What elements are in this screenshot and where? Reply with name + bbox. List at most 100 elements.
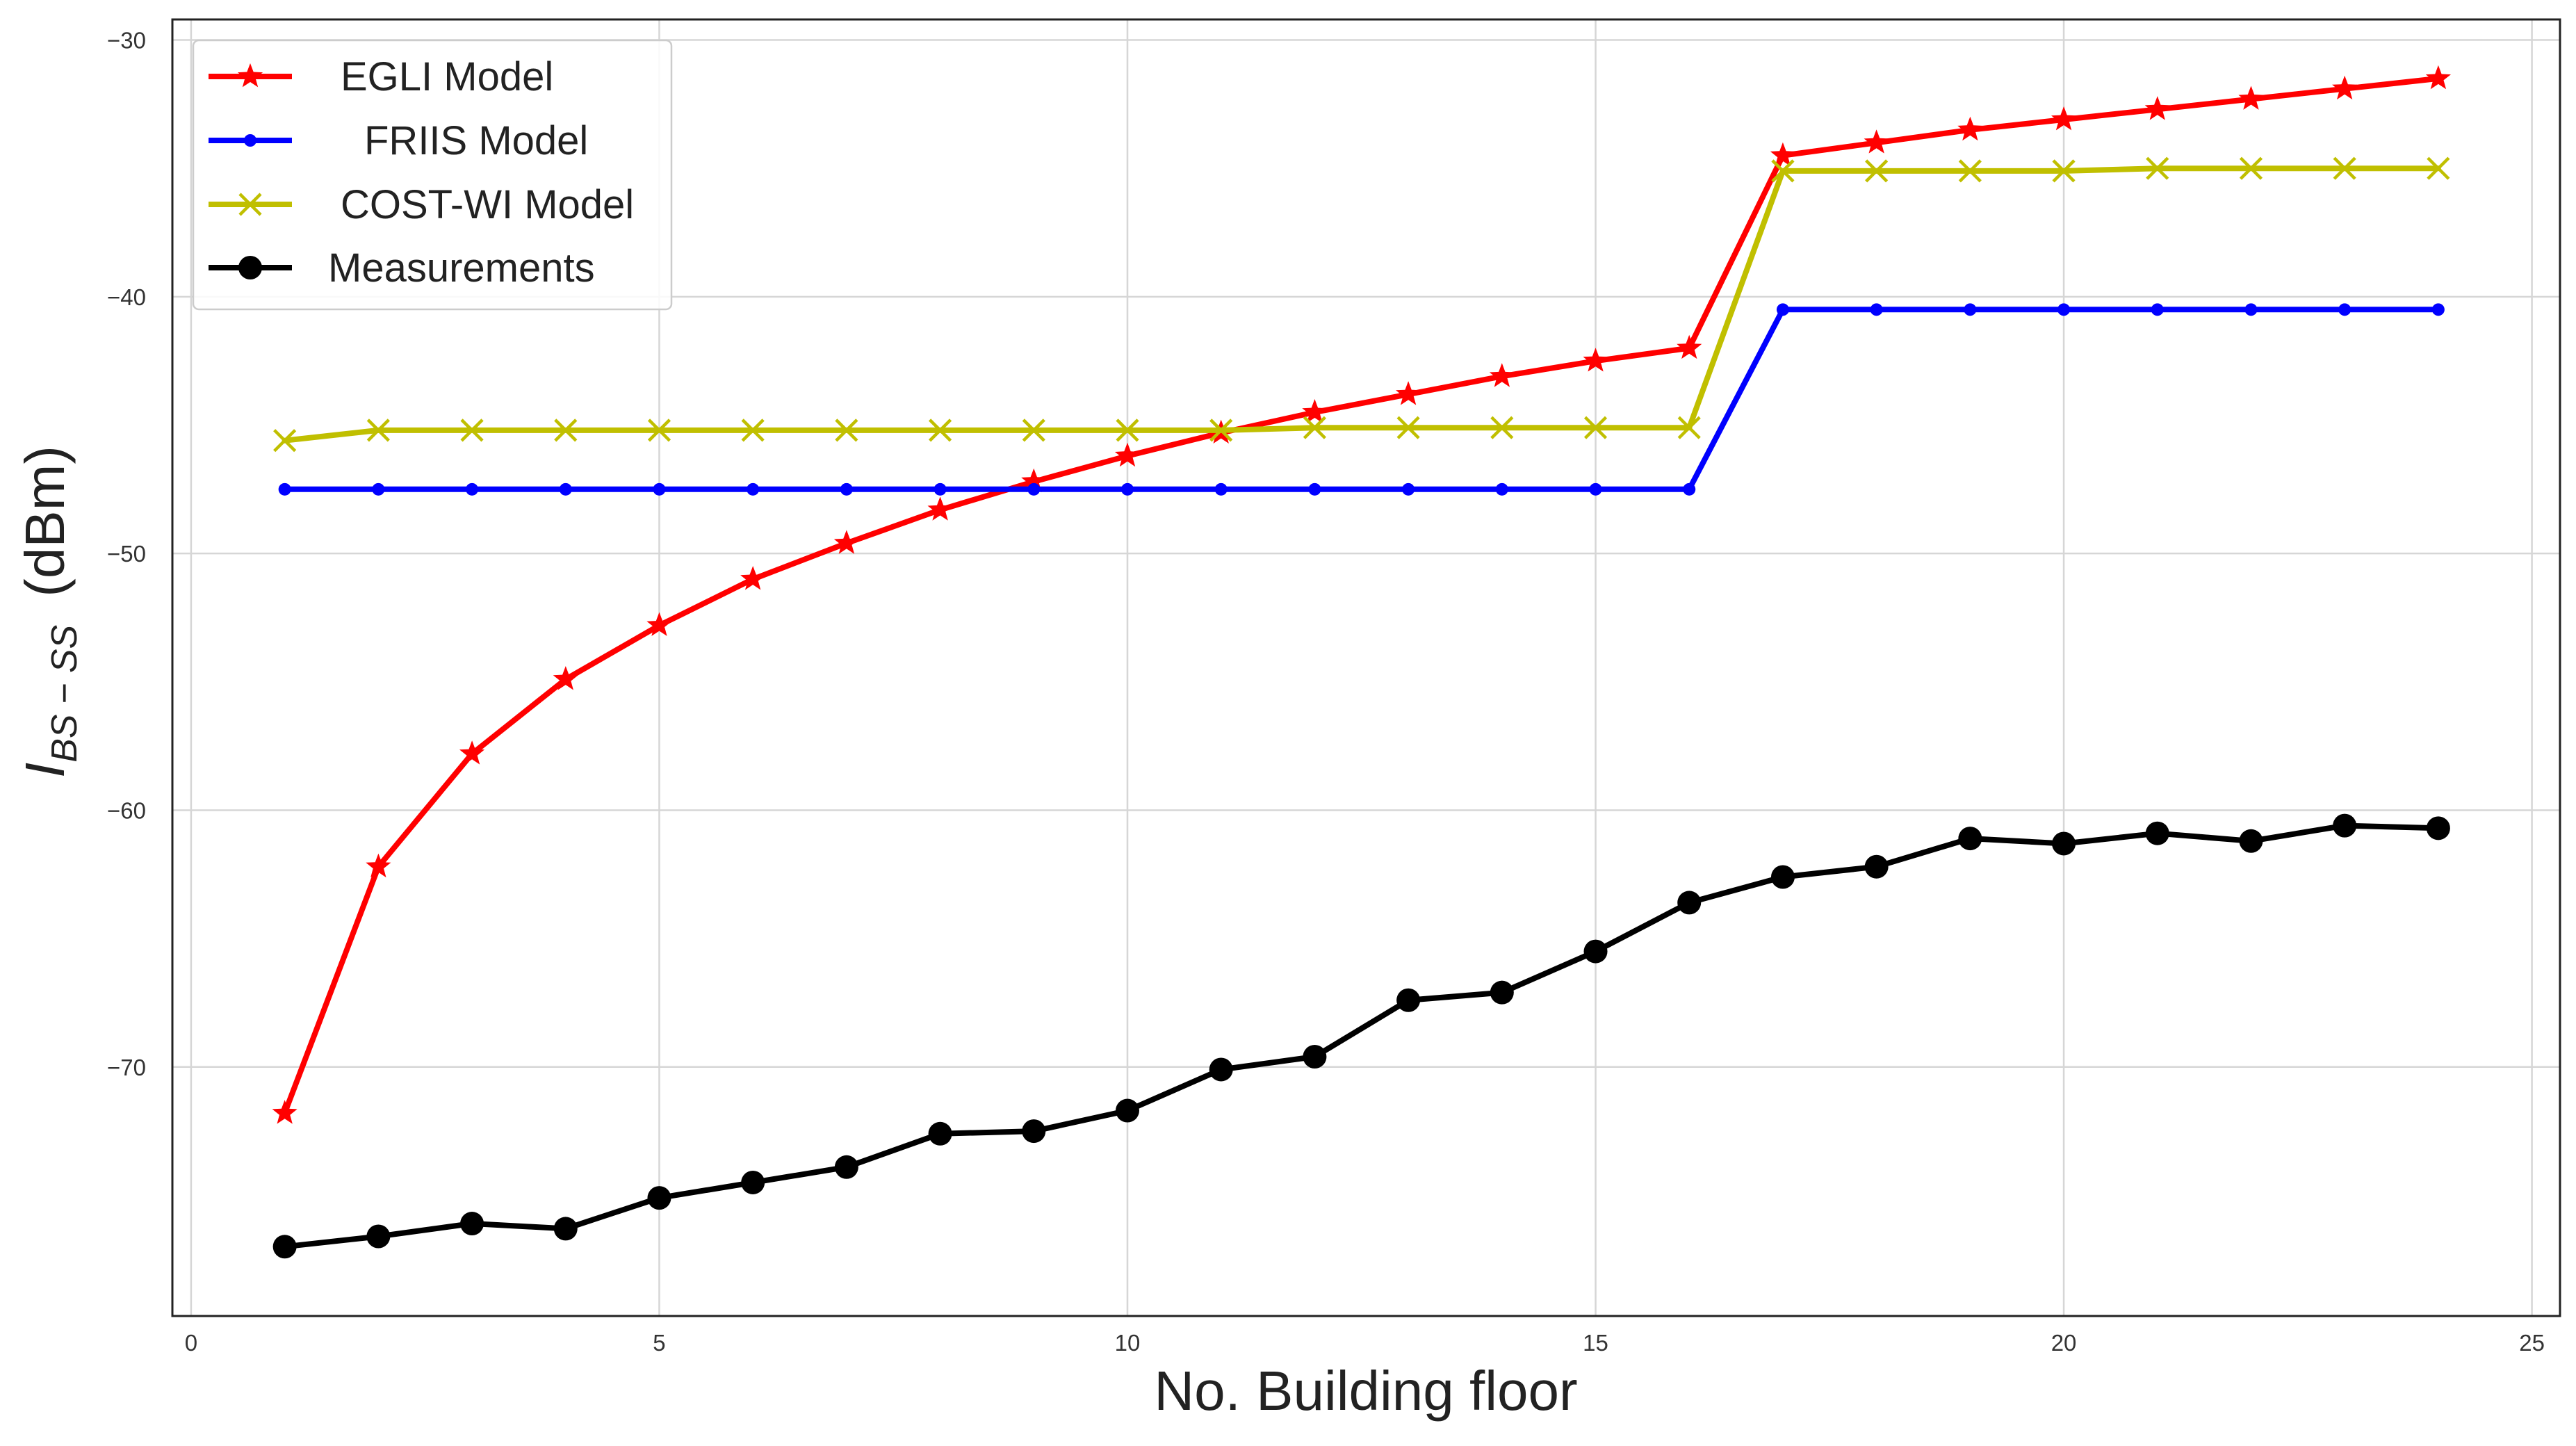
series-line-cost-wi-model [282,165,2441,444]
data-point-measurements [1958,827,1982,851]
data-point-friis-model [747,482,760,496]
data-point-cost-wi-model [741,419,765,442]
data-point-measurements [272,1235,297,1259]
data-point-cost-wi-model [2427,156,2450,180]
data-point-cost-wi-model [460,419,484,442]
legend-swatch-marker [244,134,256,147]
data-point-measurements [1677,891,1702,915]
data-point-egli-model [1677,334,1702,359]
series-layer [272,65,2451,1259]
data-point-cost-wi-model [2239,156,2263,180]
y-axis-title-main: I [14,763,76,778]
data-point-cost-wi-model [1958,159,1982,183]
data-point-cost-wi-model [1116,419,1139,442]
data-point-cost-wi-model [647,419,671,442]
data-point-friis-model [2244,303,2258,316]
x-tick-label: 20 [2051,1330,2077,1356]
data-point-egli-model [833,530,859,554]
data-point-friis-model [1964,303,1977,316]
data-point-friis-model [1214,482,1228,496]
data-point-measurements [1209,1057,1233,1082]
data-point-measurements [1864,854,1889,879]
legend-label: COST-WI Model [341,182,634,227]
y-axis-title-subscript: BS − SS [44,624,85,762]
data-point-friis-model [559,482,572,496]
grid [172,19,2560,1316]
x-tick-label: 10 [1115,1330,1141,1356]
data-point-measurements [366,1224,391,1249]
data-point-measurements [1116,1098,1139,1123]
data-point-egli-model [459,740,485,765]
data-point-measurements [647,1186,671,1210]
data-point-egli-model [2051,106,2077,131]
data-point-egli-model [740,566,766,590]
data-point-friis-model [1870,303,1883,316]
data-point-friis-model [1121,482,1134,496]
x-tick-label: 5 [653,1330,665,1356]
y-tick-label: −70 [107,1055,146,1080]
data-point-cost-wi-model [835,419,858,442]
x-tick-label: 25 [2519,1330,2545,1356]
data-point-egli-model [1302,399,1328,423]
series-line-egli-model [282,75,2441,1116]
series-line-friis-model [282,307,2441,492]
data-point-friis-model [278,482,291,496]
data-point-measurements [741,1170,765,1194]
series-egli-model [272,65,2451,1124]
x-axis-title: No. Building floor [1154,1360,1577,1422]
series-measurements [272,813,2450,1259]
data-point-measurements [928,1121,952,1146]
data-point-friis-model [372,482,385,496]
data-point-friis-model [2338,303,2351,316]
data-point-egli-model [1021,468,1047,493]
data-point-egli-model [2332,75,2358,100]
data-point-measurements [2333,813,2357,838]
plot-frame [171,18,2561,1317]
data-point-egli-model [553,666,578,690]
legend-label: Measurements [328,245,595,291]
data-point-measurements [2052,831,2076,856]
x-tick-label: 0 [185,1330,197,1356]
data-point-egli-model [646,612,672,636]
data-point-cost-wi-model [928,419,952,442]
legend: EGLI Model FRIIS Model COST-WI Model Measur… [192,39,673,311]
series-line-measurements [282,822,2441,1250]
data-point-egli-model [2238,86,2264,110]
tick-labels: 0 5 10 15 20 25 −70 −60 −50 −40 −30 [107,28,2545,1356]
data-point-friis-model [1589,482,1602,496]
y-tick-label: −50 [107,541,146,567]
data-point-friis-model [653,482,666,496]
data-point-measurements [553,1217,578,1241]
x-tick-label: 15 [1583,1330,1608,1356]
data-point-egli-model [272,1100,297,1124]
data-point-egli-model [1489,363,1515,387]
data-point-cost-wi-model [366,419,390,442]
series-friis-model [278,303,2445,496]
legend-items: EGLI Model FRIIS Model COST-WI Model Measur… [209,54,634,291]
data-point-cost-wi-model [554,419,578,442]
data-point-friis-model [2057,303,2071,316]
y-axis-title: IBS − SS (dBm) [14,446,85,778]
data-point-cost-wi-model [1303,416,1327,439]
data-point-friis-model [934,482,947,496]
data-point-measurements [2145,821,2169,845]
data-point-cost-wi-model [2052,159,2076,183]
data-point-friis-model [840,482,853,496]
data-point-egli-model [2425,65,2451,90]
y-tick-label: −40 [107,284,146,310]
legend-item-cost-wi-model: COST-WI Model [209,182,634,227]
series-cost-wi-model [273,156,2450,453]
data-point-egli-model [2144,96,2170,120]
data-point-measurements [1022,1119,1046,1144]
data-point-cost-wi-model [1865,159,1889,183]
data-point-cost-wi-model [1677,416,1701,439]
data-point-egli-model [927,496,953,521]
legend-item-friis-model: FRIIS Model [209,118,588,163]
y-axis-title-unit: (dBm) [14,446,76,597]
legend-label: EGLI Model [341,54,553,99]
data-point-friis-model [1027,482,1041,496]
data-point-friis-model [1308,482,1321,496]
data-point-cost-wi-model [1583,416,1608,439]
data-point-cost-wi-model [2333,156,2356,180]
